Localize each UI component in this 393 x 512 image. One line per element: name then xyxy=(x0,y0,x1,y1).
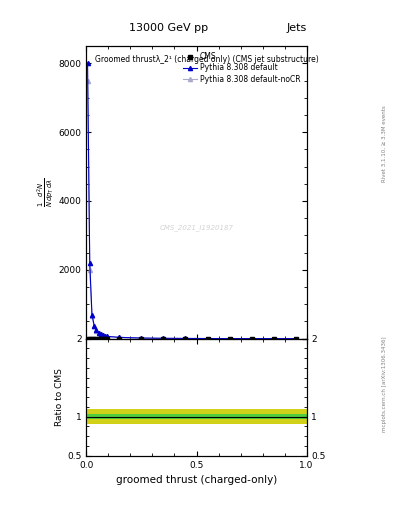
Text: Rivet 3.1.10, ≥ 3.3M events: Rivet 3.1.10, ≥ 3.3M events xyxy=(382,105,387,182)
Pythia 8.308 default xyxy=(139,335,144,341)
CMS xyxy=(139,335,144,342)
Text: Groomed thrustλ_2¹ (charged only) (CMS jet substructure): Groomed thrustλ_2¹ (charged only) (CMS j… xyxy=(95,55,319,64)
CMS xyxy=(87,335,92,342)
CMS xyxy=(161,335,166,342)
Pythia 8.308 default-noCR xyxy=(105,333,110,339)
CMS xyxy=(117,335,122,342)
Pythia 8.308 default xyxy=(85,60,90,67)
CMS xyxy=(293,335,298,342)
CMS xyxy=(94,335,99,342)
Pythia 8.308 default xyxy=(183,335,188,342)
Line: Pythia 8.308 default-noCR: Pythia 8.308 default-noCR xyxy=(85,78,298,340)
Pythia 8.308 default xyxy=(205,335,210,342)
CMS xyxy=(271,335,276,342)
Pythia 8.308 default xyxy=(101,332,105,338)
Pythia 8.308 default xyxy=(90,311,94,317)
Pythia 8.308 default-noCR xyxy=(94,328,99,334)
Line: Pythia 8.308 default: Pythia 8.308 default xyxy=(85,61,298,340)
Pythia 8.308 default-noCR xyxy=(85,77,90,83)
Pythia 8.308 default xyxy=(117,334,122,340)
Pythia 8.308 default-noCR xyxy=(87,267,92,273)
Pythia 8.308 default-noCR xyxy=(139,335,144,341)
Text: mcplots.cern.ch [arXiv:1306.3436]: mcplots.cern.ch [arXiv:1306.3436] xyxy=(382,336,387,432)
Pythia 8.308 default-noCR xyxy=(103,333,108,339)
Pythia 8.308 default-noCR xyxy=(249,335,254,342)
Pythia 8.308 default xyxy=(103,333,108,339)
CMS xyxy=(183,335,188,342)
CMS xyxy=(105,335,110,342)
Line: CMS: CMS xyxy=(85,336,298,340)
Legend: CMS, Pythia 8.308 default, Pythia 8.308 default-noCR: CMS, Pythia 8.308 default, Pythia 8.308 … xyxy=(181,50,303,86)
Pythia 8.308 default-noCR xyxy=(98,331,103,337)
Text: Jets: Jets xyxy=(286,23,307,33)
Pythia 8.308 default-noCR xyxy=(227,335,232,342)
Pythia 8.308 default xyxy=(96,330,101,336)
Pythia 8.308 default-noCR xyxy=(92,323,97,329)
CMS xyxy=(92,335,97,342)
Pythia 8.308 default-noCR xyxy=(101,332,105,338)
Pythia 8.308 default xyxy=(87,260,92,266)
Y-axis label: Ratio to CMS: Ratio to CMS xyxy=(55,368,64,426)
Pythia 8.308 default xyxy=(92,323,97,329)
CMS xyxy=(227,335,232,342)
CMS xyxy=(98,335,103,342)
Pythia 8.308 default xyxy=(293,335,298,342)
Pythia 8.308 default-noCR xyxy=(96,330,101,336)
Text: 13000 GeV pp: 13000 GeV pp xyxy=(129,23,209,33)
CMS xyxy=(101,335,105,342)
Text: CMS_2021_I1920187: CMS_2021_I1920187 xyxy=(160,224,233,231)
Pythia 8.308 default xyxy=(98,331,103,337)
CMS xyxy=(249,335,254,342)
Pythia 8.308 default-noCR xyxy=(117,334,122,340)
CMS xyxy=(205,335,210,342)
Pythia 8.308 default-noCR xyxy=(205,335,210,342)
Pythia 8.308 default xyxy=(105,333,110,339)
Pythia 8.308 default xyxy=(161,335,166,342)
Pythia 8.308 default-noCR xyxy=(161,335,166,342)
CMS xyxy=(90,335,94,342)
Pythia 8.308 default-noCR xyxy=(183,335,188,342)
CMS xyxy=(103,335,108,342)
Pythia 8.308 default-noCR xyxy=(90,312,94,318)
CMS xyxy=(96,335,101,342)
CMS xyxy=(85,335,90,342)
Pythia 8.308 default xyxy=(271,335,276,342)
X-axis label: groomed thrust (charged-only): groomed thrust (charged-only) xyxy=(116,475,277,485)
Y-axis label: $\frac{1}{N}\frac{d^2N}{dp_T\,d\lambda}$: $\frac{1}{N}\frac{d^2N}{dp_T\,d\lambda}$ xyxy=(35,178,56,207)
Pythia 8.308 default-noCR xyxy=(293,335,298,342)
Pythia 8.308 default-noCR xyxy=(271,335,276,342)
Pythia 8.308 default xyxy=(94,327,99,333)
Pythia 8.308 default xyxy=(249,335,254,342)
Pythia 8.308 default xyxy=(227,335,232,342)
